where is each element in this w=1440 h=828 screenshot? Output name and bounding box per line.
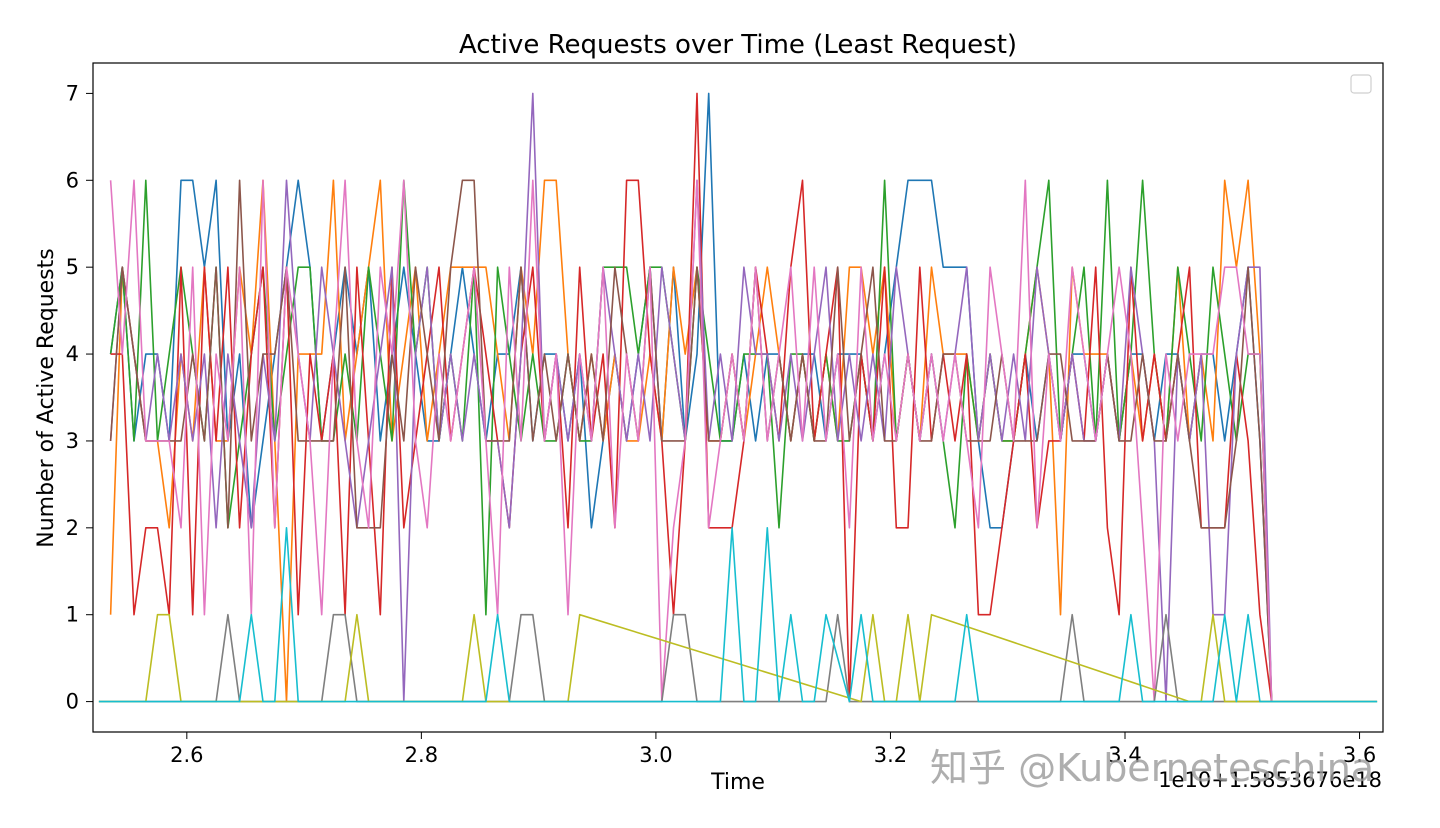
x-tick-label: 3.6 [1343,743,1376,767]
y-tick-label: 2 [66,516,79,540]
y-tick-label: 6 [66,168,79,192]
x-tick-label: 3.2 [874,743,907,767]
y-tick-label: 7 [66,81,79,105]
x-tick-label: 3.4 [1108,743,1141,767]
x-tick-label: 2.8 [405,743,438,767]
plot-frame [92,62,1384,733]
y-axis: 0 1 2 3 4 5 6 7 [66,81,93,714]
series-line-7 [109,179,1273,703]
series-line-6 [109,179,1273,702]
x-tick-label: 2.6 [170,743,203,767]
series-line-10 [98,526,1378,703]
series-line-8 [98,613,1378,703]
y-axis-label: Number of Active Requests [34,248,59,547]
plot-lines [98,92,1378,703]
legend-box [1350,74,1372,94]
y-tick-label: 4 [66,342,79,366]
y-tick-label: 0 [66,690,79,714]
y-tick-label: 1 [66,603,79,627]
watermark: 知乎 @Kuberneteschina [930,746,1374,790]
x-axis-offset-label: 1e10+1.5853676e18 [1158,768,1382,792]
x-axis-label: Time [710,770,765,795]
series-line-1 [109,92,1273,702]
x-tick-label: 3.0 [639,743,672,767]
series-line-9 [98,613,1378,703]
y-tick-label: 5 [66,255,79,279]
x-axis: 2.6 2.8 3.0 3.2 3.4 3.6 [170,732,1376,767]
chart-title: Active Requests over Time (Least Request… [459,30,1017,60]
y-tick-label: 3 [66,429,79,453]
